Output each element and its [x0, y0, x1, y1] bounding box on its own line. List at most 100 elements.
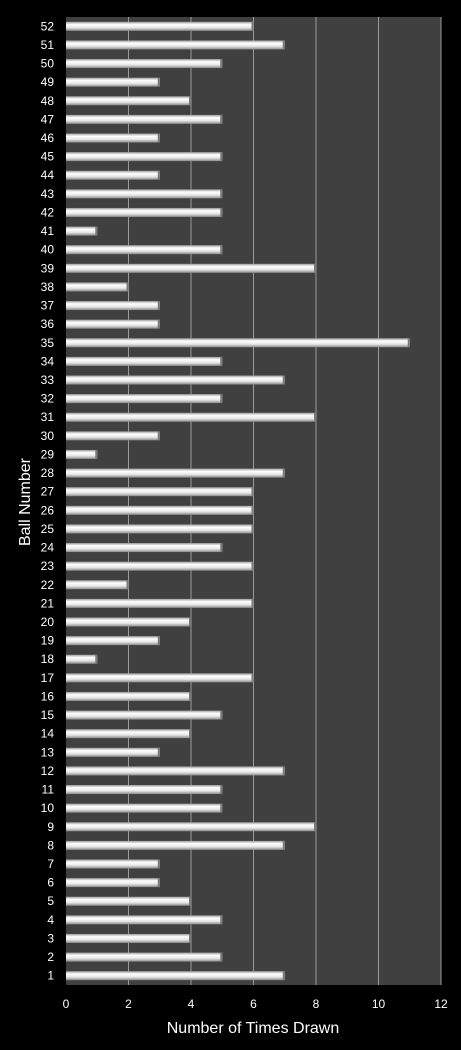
bar-ball-9: [66, 822, 316, 832]
bar-ball-7: [66, 859, 160, 869]
y-tick-label: 35: [41, 336, 55, 350]
bar-ball-35: [66, 338, 410, 348]
bar-end-shade: [314, 412, 316, 422]
bar-end-shade: [220, 245, 223, 255]
bar-ball-46: [66, 133, 160, 143]
y-tick-label: 39: [41, 261, 55, 275]
y-tick-label: 1: [47, 969, 54, 983]
bar-end-shade: [407, 338, 410, 348]
bar-ball-32: [66, 394, 223, 404]
bar-ball-29: [66, 449, 98, 459]
bar-end-shade: [220, 915, 223, 925]
bar-end-shade: [157, 301, 160, 311]
bar-end-shade: [314, 263, 316, 273]
bar-end-shade: [126, 580, 129, 590]
y-tick-label: 33: [41, 373, 55, 387]
bar-ball-43: [66, 189, 223, 199]
bar-ball-44: [66, 170, 160, 180]
y-tick-label: 3: [47, 931, 54, 945]
bar-ball-3: [66, 933, 191, 943]
y-tick-label: 8: [47, 838, 54, 852]
bar-end-shade: [282, 766, 285, 776]
bar-ball-28: [66, 468, 285, 478]
bar-end-shade: [220, 114, 223, 124]
bar-end-shade: [157, 77, 160, 87]
bar-end-shade: [282, 971, 285, 981]
y-tick-label: 25: [41, 522, 55, 536]
y-tick-label: 6: [47, 876, 54, 890]
bar-ball-39: [66, 263, 316, 273]
y-tick-label: 49: [41, 75, 55, 89]
bar-ball-38: [66, 282, 129, 292]
bar-ball-48: [66, 96, 191, 106]
bar-end-shade: [251, 598, 254, 608]
y-tick-label: 13: [41, 745, 55, 759]
y-tick-label: 19: [41, 634, 55, 648]
bar-ball-25: [66, 524, 254, 534]
y-tick-label: 16: [41, 689, 55, 703]
bar-end-shade: [220, 394, 223, 404]
y-tick-label: 15: [41, 708, 55, 722]
y-tick-label: 7: [47, 857, 54, 871]
x-tick-label: 6: [250, 997, 257, 1011]
bar-end-shade: [220, 356, 223, 366]
bar-end-shade: [95, 449, 98, 459]
bar-end-shade: [220, 207, 223, 217]
bar-ball-16: [66, 691, 191, 701]
y-tick-label: 31: [41, 410, 55, 424]
bar-ball-52: [66, 21, 254, 31]
bar-end-shade: [189, 896, 191, 906]
y-tick-label: 22: [41, 578, 55, 592]
bar-ball-51: [66, 40, 285, 50]
bar-end-shade: [157, 747, 160, 757]
bar-ball-19: [66, 636, 160, 646]
x-tick-label: 10: [372, 997, 386, 1011]
bar-ball-22: [66, 580, 129, 590]
bar-ball-17: [66, 673, 254, 683]
bar-ball-4: [66, 915, 223, 925]
bar-ball-37: [66, 301, 160, 311]
x-tick-label: 4: [188, 997, 195, 1011]
y-tick-label: 46: [41, 131, 55, 145]
bar-end-shade: [251, 673, 254, 683]
bar-ball-8: [66, 840, 285, 850]
bar-end-shade: [157, 319, 160, 329]
y-tick-label: 30: [41, 429, 55, 443]
bar-end-shade: [157, 878, 160, 888]
y-axis-title: Ball Number: [17, 457, 34, 546]
bar-ball-11: [66, 785, 223, 795]
bar-end-shade: [157, 859, 160, 869]
bar-end-shade: [220, 952, 223, 962]
y-tick-label: 21: [41, 596, 55, 610]
y-tick-label: 4: [47, 913, 54, 927]
bar-ball-47: [66, 114, 223, 124]
y-tick-label: 45: [41, 150, 55, 164]
y-tick-label: 50: [41, 57, 55, 71]
y-tick-label: 14: [41, 727, 55, 741]
y-tick-label: 44: [41, 168, 55, 182]
y-tick-label: 5: [47, 894, 54, 908]
bar-ball-14: [66, 729, 191, 739]
x-axis-title: Number of Times Drawn: [167, 1020, 340, 1037]
x-tick-label: 0: [63, 997, 70, 1011]
bar-end-shade: [189, 729, 191, 739]
x-tick-label: 8: [313, 997, 320, 1011]
bar-ball-27: [66, 487, 254, 497]
y-tick-label: 10: [41, 801, 55, 815]
bar-end-shade: [251, 505, 254, 515]
y-tick-label: 32: [41, 392, 55, 406]
bar-end-shade: [220, 710, 223, 720]
bar-end-shade: [95, 226, 98, 236]
y-tick-label: 20: [41, 615, 55, 629]
y-tick-label: 12: [41, 764, 55, 778]
bar-end-shade: [314, 822, 316, 832]
y-tick-label: 27: [41, 485, 55, 499]
x-tick-labels: 0 2 4 6 8 10 12: [63, 997, 448, 1011]
y-tick-label: 9: [47, 820, 54, 834]
bar-end-shade: [220, 59, 223, 69]
bar-ball-42: [66, 207, 223, 217]
bar-ball-13: [66, 747, 160, 757]
bar-ball-18: [66, 654, 98, 664]
bar-ball-12: [66, 766, 285, 776]
